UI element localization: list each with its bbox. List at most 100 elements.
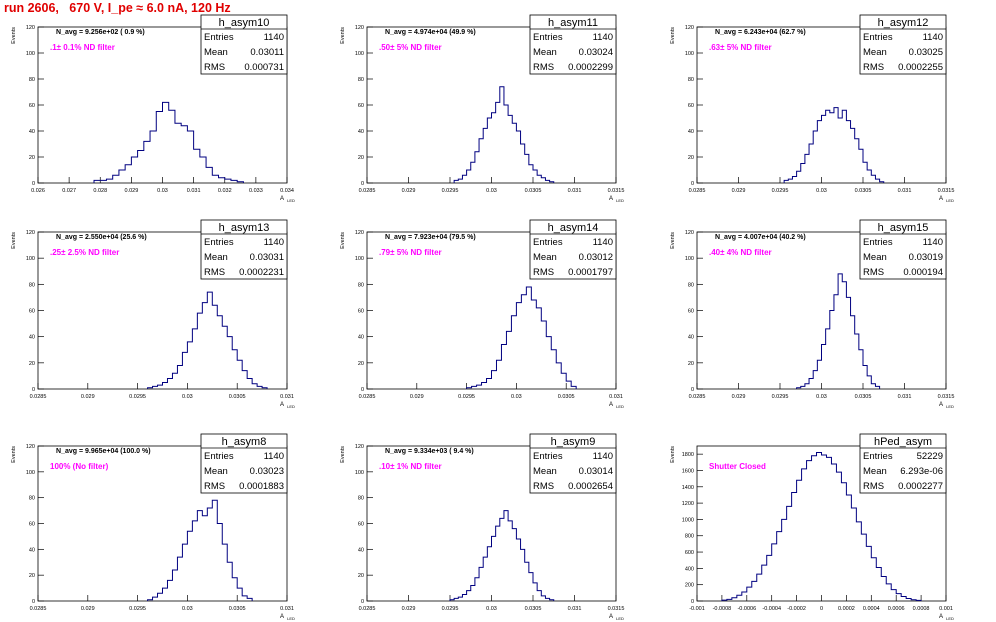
- x-tick-label: 0.0315: [938, 188, 955, 194]
- histogram-panel-h_asym12: 0 20 40 60 80 100 120 Events 0.0285 0.029 0.0295 0.…: [670, 14, 955, 203]
- x-tick-label: 0.03: [182, 606, 193, 612]
- x-tick-label: 0.0285: [359, 606, 376, 612]
- stats-box: [859, 14, 947, 75]
- x-tick-label: 0.0305: [558, 394, 575, 400]
- x-tick-label: 0.03: [816, 188, 827, 194]
- y-tick-label: 0: [361, 387, 364, 393]
- x-tick-label: 0.03: [816, 394, 827, 400]
- filter-label: .50± 5% ND filter: [379, 43, 442, 52]
- x-tick-label: 0.031: [568, 188, 582, 194]
- stats-box: [200, 433, 288, 494]
- y-tick-label: 100: [26, 51, 35, 57]
- y-axis-label: Events: [340, 446, 346, 463]
- y-tick-label: 0: [691, 387, 694, 393]
- stat-value: 0.03023: [250, 466, 284, 477]
- x-tick-label: 0.031: [609, 394, 623, 400]
- histogram-name: h_asym11: [548, 17, 598, 29]
- x-tick-label: 0.0315: [608, 606, 625, 612]
- x-tick-label: 0.03: [157, 188, 168, 194]
- x-tick-label: 0.029: [402, 606, 416, 612]
- y-tick-label: 20: [358, 155, 364, 161]
- x-tick-label: 0.026: [31, 188, 45, 194]
- n-avg-label: N_avg = 9.256e+02 ( 0.9 %): [56, 29, 145, 36]
- x-tick-label: 0.031: [898, 188, 912, 194]
- stat-label: Mean: [863, 252, 887, 263]
- n-avg-label: N_avg = 4.974e+04 (49.9 %): [385, 29, 476, 36]
- stat-label: RMS: [204, 481, 225, 492]
- x-tick-label: 0.0285: [30, 606, 47, 612]
- y-tick-label: 20: [29, 573, 35, 579]
- histogram-name: h_asym8: [222, 436, 267, 448]
- x-tick-label: 0.029: [732, 188, 746, 194]
- x-tick-label: 0.028: [93, 188, 107, 194]
- n-avg-label: N_avg = 6.243e+04 (62.7 %): [715, 29, 806, 36]
- x-tick-label: 0.031: [187, 188, 201, 194]
- stat-label: Entries: [533, 237, 563, 248]
- y-tick-label: 120: [26, 25, 35, 31]
- x-tick-label: 0.0285: [689, 188, 706, 194]
- stat-label: Mean: [533, 466, 557, 477]
- y-tick-label: 1000: [682, 517, 694, 523]
- stat-label: Mean: [533, 252, 557, 263]
- stat-value: 1140: [264, 237, 284, 248]
- histogram-panel-h_asym15: 0 20 40 60 80 100 120 Events 0.0285 0.029 0.0295 0.…: [670, 219, 954, 409]
- x-axis-label-subscript: LED: [287, 404, 295, 409]
- filter-label: .79± 5% ND filter: [379, 248, 442, 257]
- x-axis-label: A: [609, 196, 613, 202]
- x-tick-label: 0: [820, 606, 823, 612]
- histogram-panel-h_asym14: 0 20 40 60 80 100 120 Events 0.0285 0.029 0.0295 0.…: [340, 219, 624, 409]
- stats-box: [200, 219, 288, 280]
- x-tick-label: 0.03: [182, 394, 193, 400]
- filter-label: Shutter Closed: [709, 462, 766, 471]
- x-tick-label: 0.027: [62, 188, 76, 194]
- y-tick-label: 80: [29, 282, 35, 288]
- stat-label: RMS: [533, 481, 554, 492]
- x-tick-label: 0.032: [218, 188, 232, 194]
- y-tick-label: 100: [685, 51, 694, 57]
- y-tick-label: 800: [685, 534, 694, 540]
- stat-value: 1140: [593, 237, 613, 248]
- filter-label: 100% (No filter): [50, 462, 109, 471]
- y-tick-label: 40: [358, 547, 364, 553]
- y-tick-label: 600: [685, 550, 694, 556]
- x-tick-label: 0.0295: [442, 188, 459, 194]
- y-tick-label: 20: [358, 573, 364, 579]
- stat-label: Mean: [204, 466, 228, 477]
- x-tick-label: 0.031: [280, 606, 294, 612]
- y-tick-label: 1200: [682, 501, 694, 507]
- stats-box: [200, 14, 288, 75]
- x-axis-label: A: [609, 402, 613, 408]
- stat-label: RMS: [204, 267, 225, 278]
- stat-label: Mean: [533, 47, 557, 58]
- x-tick-label: 0.001: [939, 606, 953, 612]
- stat-value: 52229: [917, 451, 943, 462]
- stat-label: RMS: [533, 62, 554, 73]
- y-tick-label: 80: [358, 282, 364, 288]
- stats-box: [859, 433, 947, 494]
- n-avg-label: N_avg = 9.965e+04 (100.0 %): [56, 448, 151, 455]
- y-tick-label: 40: [29, 129, 35, 135]
- x-tick-label: 0.0295: [442, 606, 459, 612]
- n-avg-label: N_avg = 7.923e+04 (79.5 %): [385, 234, 476, 241]
- x-tick-label: 0.0002: [838, 606, 855, 612]
- stat-value: 0.03031: [250, 252, 284, 263]
- filter-label: .25± 2.5% ND filter: [50, 248, 119, 257]
- y-tick-label: 40: [29, 335, 35, 341]
- histogram-panel-h_asym11: 0 20 40 60 80 100 120 Events 0.0285 0.029 0.0295 0.…: [340, 14, 624, 203]
- x-tick-label: -0.0004: [762, 606, 781, 612]
- y-tick-label: 20: [358, 361, 364, 367]
- x-tick-label: -0.001: [689, 606, 705, 612]
- x-tick-label: 0.0305: [229, 606, 246, 612]
- histogram-name: h_asym12: [878, 17, 929, 29]
- y-tick-label: 60: [688, 103, 694, 109]
- y-tick-label: 40: [688, 335, 694, 341]
- x-tick-label: 0.033: [249, 188, 263, 194]
- histogram-name: h_asym9: [551, 436, 596, 448]
- stat-label: RMS: [204, 62, 225, 73]
- y-tick-label: 80: [358, 77, 364, 83]
- stat-value: 0.000194: [903, 267, 943, 278]
- filter-label: .40± 4% ND filter: [709, 248, 772, 257]
- x-tick-label: 0.03: [511, 394, 522, 400]
- stat-value: 0.03025: [909, 47, 943, 58]
